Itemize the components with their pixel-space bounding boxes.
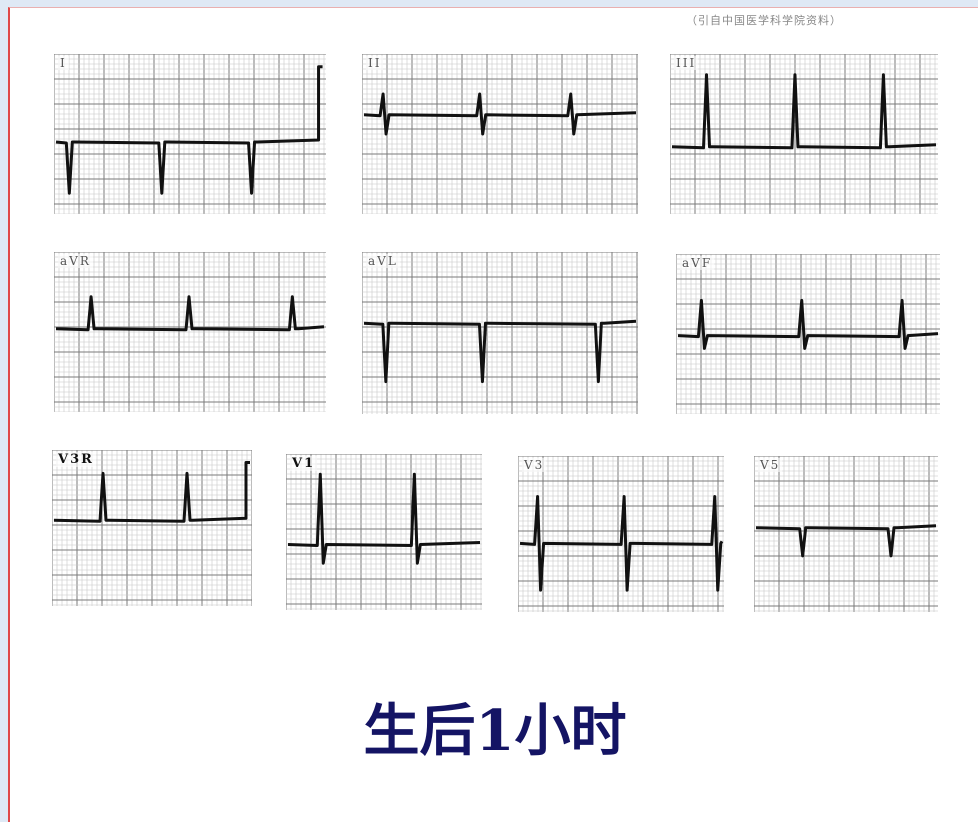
- ecg-trace: [363, 92, 637, 136]
- ecg-trace: [671, 73, 937, 150]
- ecg-trace: [519, 495, 724, 592]
- lead-label: V5: [758, 458, 783, 472]
- lead-label: I: [58, 56, 69, 70]
- ecg-strip-iii: III: [670, 54, 938, 214]
- lead-label: II: [366, 56, 384, 70]
- ecg-grid: [362, 54, 638, 214]
- ecg-strip-v3: V3: [518, 456, 724, 612]
- ecg-trace: [755, 524, 937, 558]
- ecg-grid: [54, 252, 326, 412]
- ecg-strip-i: I: [54, 54, 326, 214]
- ecg-strip-avl: aVL: [362, 252, 638, 414]
- lead-label: V3: [522, 458, 547, 472]
- ecg-grid: [670, 54, 938, 214]
- ecg-trace: [287, 472, 481, 565]
- slide: （引自中国医学科学院资料） I II III aVR aVL aVF V3R V…: [8, 7, 978, 822]
- source-note: （引自中国医学科学院资料）: [686, 14, 842, 26]
- ecg-grid: [362, 252, 638, 414]
- ecg-grid: [286, 454, 482, 610]
- ecg-trace: [55, 65, 323, 195]
- lead-label: V3R: [56, 452, 96, 467]
- ecg-strip-ii: II: [362, 54, 638, 214]
- ecg-grid: [518, 456, 724, 612]
- ecg-strip-v3r: V3R: [52, 450, 252, 606]
- ecg-grid: [54, 54, 326, 214]
- lead-label: V1: [290, 456, 318, 471]
- ecg-strip-avf: aVF: [676, 254, 940, 414]
- ecg-grid: [52, 450, 252, 606]
- caption: 生后1小时: [363, 698, 627, 764]
- ecg-strip-v1: V1: [286, 454, 482, 610]
- lead-label: aVR: [58, 254, 93, 268]
- ecg-trace: [363, 319, 637, 384]
- ecg-trace: [55, 295, 325, 332]
- lead-label: III: [674, 56, 699, 70]
- ecg-trace: [53, 460, 250, 523]
- ecg-trace: [677, 298, 939, 350]
- ecg-grid: [676, 254, 940, 414]
- lead-label: aVL: [366, 254, 400, 268]
- ecg-strip-v5: V5: [754, 456, 938, 612]
- ecg-strip-avr: aVR: [54, 252, 326, 412]
- lead-label: aVF: [680, 256, 715, 270]
- ecg-grid: [754, 456, 938, 612]
